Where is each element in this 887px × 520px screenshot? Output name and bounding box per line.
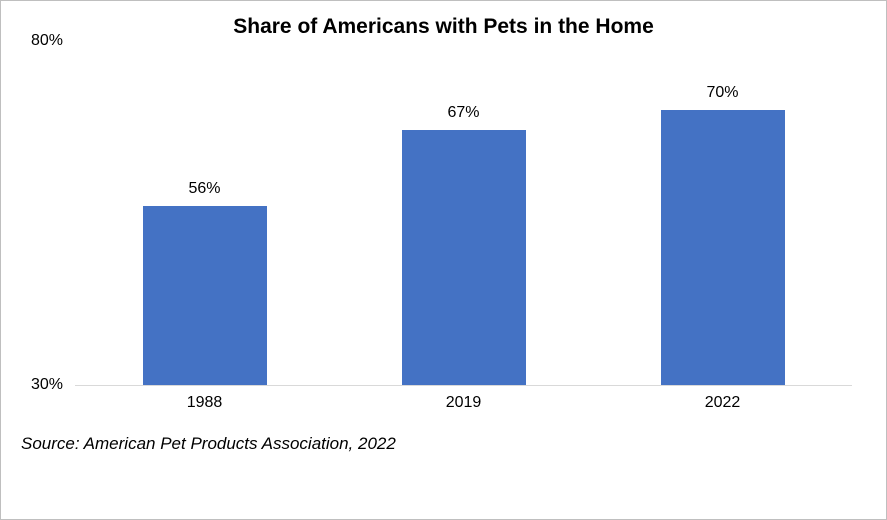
bar-0: 56% (143, 180, 267, 385)
bar-value-label: 70% (706, 84, 738, 102)
ytick-max: 80% (31, 32, 75, 50)
bar-1: 67% (402, 104, 526, 385)
x-label: 1988 (143, 394, 267, 412)
bars-container: 56% 67% 70% (75, 41, 852, 385)
bar-rect (402, 130, 526, 385)
x-label: 2019 (402, 394, 526, 412)
chart-title: Share of Americans with Pets in the Home (15, 15, 872, 39)
bar-2: 70% (661, 84, 785, 385)
bar-rect (143, 206, 267, 385)
source-line: Source: American Pet Products Associatio… (21, 434, 872, 454)
chart-area: 80% 30% 56% 67% 70% 1988 2019 202 (75, 41, 852, 412)
ytick-min: 30% (31, 376, 75, 394)
plot-area: 80% 30% 56% 67% 70% (75, 41, 852, 386)
x-axis-labels: 1988 2019 2022 (75, 394, 852, 412)
bar-value-label: 67% (447, 104, 479, 122)
chart-frame: Share of Americans with Pets in the Home… (0, 0, 887, 520)
bar-value-label: 56% (188, 180, 220, 198)
bar-rect (661, 110, 785, 385)
x-label: 2022 (661, 394, 785, 412)
